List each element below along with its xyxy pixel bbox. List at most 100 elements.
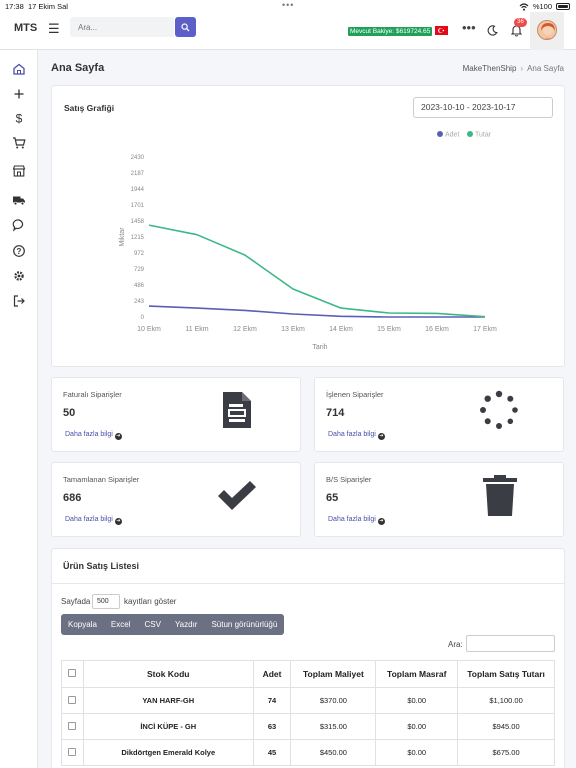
- row-checkbox[interactable]: [68, 721, 77, 730]
- search-button[interactable]: [175, 17, 196, 37]
- help-icon[interactable]: ?: [12, 244, 26, 258]
- stat-card-invoiced: Faturalı Siparişler 50 Daha fazla bilgi ➜: [51, 377, 301, 452]
- truck-icon[interactable]: [12, 193, 26, 207]
- cell-sku: İNCİ KÜPE - GH: [82, 713, 254, 740]
- more-info-link[interactable]: Daha fazla bilgi ➜: [328, 516, 385, 525]
- breadcrumb: MakeThenShip › Ana Sayfa: [463, 64, 564, 73]
- y-tick-label: 243: [134, 299, 145, 305]
- export-button-group: Kopyala Excel CSV Yazdır Sütun görünürlü…: [61, 614, 285, 635]
- select-all-checkbox[interactable]: [68, 669, 77, 677]
- stat-label: Tamamlanan Siparişler: [63, 475, 140, 484]
- csv-button[interactable]: CSV: [144, 620, 161, 629]
- breadcrumb-current: Ana Sayfa: [527, 64, 564, 73]
- row-select-cell: [61, 713, 84, 740]
- breadcrumb-chevron-icon: ›: [520, 64, 524, 73]
- more-info-link[interactable]: Daha fazla bilgi ➜: [65, 431, 122, 440]
- filter-label: Ara:: [448, 640, 463, 649]
- breadcrumb-home-link[interactable]: MakeThenShip: [462, 64, 517, 73]
- search-icon: [181, 23, 190, 32]
- divider: [52, 583, 564, 584]
- cell-expense: $0.00: [375, 713, 459, 740]
- sidebar: $ ?: [0, 50, 38, 768]
- home-icon[interactable]: [12, 62, 26, 76]
- legend-label: Tutar: [475, 132, 492, 139]
- column-header-expense[interactable]: Toplam Masraf: [375, 660, 459, 688]
- row-select-cell: [61, 739, 84, 766]
- date-range-picker[interactable]: 2023-10-10 - 2023-10-17: [413, 97, 553, 118]
- table-header-row: Stok Kodu Adet Toplam Maliyet Toplam Mas…: [61, 660, 555, 688]
- table-row: İNCİ KÜPE - GH 63 $315.00 $0.00 $945.00: [61, 713, 555, 740]
- x-tick-label: 16 Ekm: [425, 326, 449, 333]
- row-checkbox[interactable]: [68, 747, 77, 756]
- x-tick-label: 12 Ekm: [233, 326, 257, 333]
- page-length-select[interactable]: 500: [92, 594, 120, 609]
- column-visibility-button[interactable]: Sütun görünürlüğü: [211, 620, 278, 629]
- cart-icon[interactable]: [12, 136, 26, 150]
- stat-card-returns: B/S Siparişler 65 Daha fazla bilgi ➜: [314, 462, 564, 537]
- y-tick-label: 1458: [131, 219, 145, 225]
- menu-toggle-icon[interactable]: ☰: [48, 21, 60, 36]
- copy-button[interactable]: Kopyala: [68, 620, 97, 629]
- y-tick-label: 2430: [131, 155, 145, 161]
- cell-qty: 45: [252, 739, 292, 766]
- notification-count-badge: 36: [514, 18, 527, 27]
- avatar[interactable]: [537, 20, 557, 40]
- table-filter-input[interactable]: [466, 635, 555, 652]
- cell-cost: $450.00: [290, 739, 377, 766]
- column-header-cost[interactable]: Toplam Maliyet: [290, 660, 377, 688]
- chart-title: Satış Grafiği: [64, 103, 115, 113]
- y-tick-label: 1701: [131, 203, 145, 209]
- settings-gear-icon[interactable]: [12, 269, 26, 283]
- column-header-qty[interactable]: Adet: [252, 660, 292, 688]
- row-checkbox[interactable]: [68, 695, 77, 704]
- stat-card-processing: İşlenen Siparişler 714 Daha fazla bilgi ➜: [314, 377, 564, 452]
- more-options-icon[interactable]: •••: [462, 20, 476, 35]
- stat-label: Faturalı Siparişler: [63, 390, 122, 399]
- svg-text:$: $: [16, 112, 23, 126]
- svg-text:?: ?: [17, 247, 22, 256]
- cell-sku: YAN HARF-GH: [82, 687, 254, 714]
- store-icon[interactable]: [12, 164, 26, 178]
- status-time: 17:38: [5, 2, 24, 11]
- cell-expense: $0.00: [375, 687, 459, 714]
- cell-sales: $1,100.00: [457, 687, 555, 714]
- dollar-icon[interactable]: $: [12, 111, 26, 126]
- status-date: 17 Ekim Sal: [27, 2, 68, 11]
- status-bar: 17:38 17 Ekim Sal ••• %100: [0, 0, 576, 12]
- cell-sales: $675.00: [457, 739, 555, 766]
- plus-icon[interactable]: [12, 87, 26, 101]
- excel-button[interactable]: Excel: [110, 620, 131, 629]
- x-tick-label: 15 Ekm: [377, 326, 401, 333]
- y-tick-label: 2187: [131, 171, 145, 177]
- stat-label: İşlenen Siparişler: [326, 390, 384, 399]
- row-select-cell: [61, 687, 84, 714]
- table-title: Ürün Satış Listesi: [63, 561, 140, 571]
- legend-label: Adet: [445, 132, 459, 139]
- stat-value: 686: [63, 492, 82, 504]
- multitask-dots-icon[interactable]: •••: [282, 0, 295, 10]
- y-tick-label: 486: [134, 283, 145, 289]
- more-info-link[interactable]: Daha fazla bilgi ➜: [65, 516, 122, 525]
- arrow-right-circle-icon: ➜: [114, 518, 122, 525]
- logout-icon[interactable]: [12, 294, 26, 308]
- product-sales-table: Stok Kodu Adet Toplam Maliyet Toplam Mas…: [61, 660, 555, 766]
- user-menu[interactable]: [530, 12, 564, 50]
- turkish-flag-icon[interactable]: [435, 26, 448, 35]
- print-button[interactable]: Yazdır: [174, 620, 198, 629]
- search-input[interactable]: [70, 17, 174, 37]
- column-header-sales[interactable]: Toplam Satış Tutarı: [457, 660, 555, 688]
- check-icon: [218, 481, 256, 510]
- brand-logo[interactable]: MTS: [14, 22, 38, 34]
- dark-mode-moon-icon[interactable]: [487, 25, 498, 36]
- x-tick-label: 17 Ekm: [473, 326, 497, 333]
- arrow-right-circle-icon: ➜: [377, 433, 385, 440]
- cell-expense: $0.00: [375, 739, 459, 766]
- sales-chart-card: Satış Grafiği 2023-10-10 - 2023-10-17 0 2…: [51, 85, 565, 367]
- legend-marker: [437, 131, 443, 137]
- spinner-icon: [480, 390, 518, 429]
- column-header-sku[interactable]: Stok Kodu: [82, 660, 254, 688]
- chat-icon[interactable]: [12, 218, 26, 232]
- cell-qty: 74: [252, 687, 292, 714]
- x-tick-label: 11 Ekm: [185, 326, 208, 333]
- more-info-link[interactable]: Daha fazla bilgi ➜: [328, 431, 385, 440]
